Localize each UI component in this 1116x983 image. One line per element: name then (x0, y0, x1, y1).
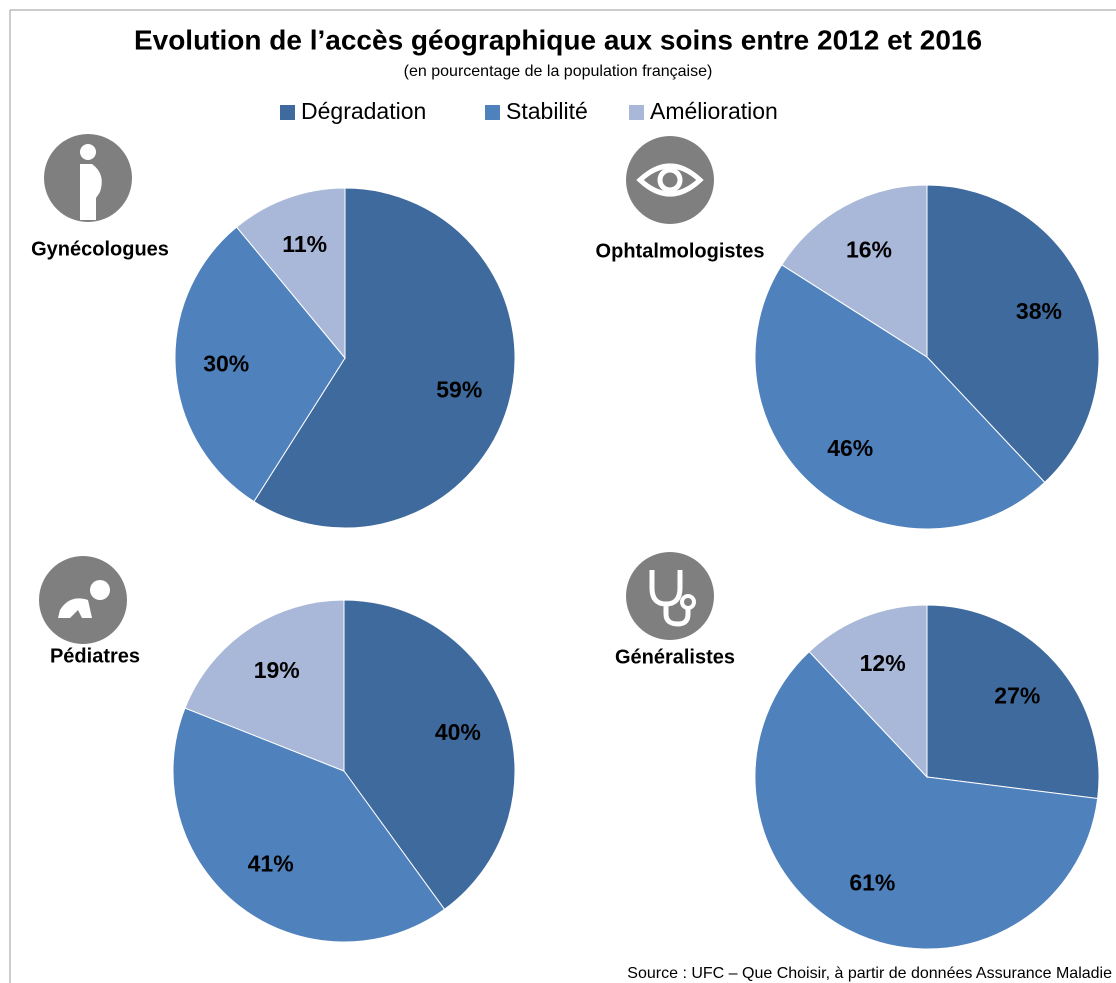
icon-baby (39, 556, 127, 644)
pie-slice (235, 187, 346, 360)
legend-label: Dégradation (301, 98, 426, 124)
data-label: 16% (846, 237, 892, 263)
pie-slice (926, 604, 1100, 800)
pie-slice (343, 599, 516, 911)
legend-label: Stabilité (506, 98, 588, 124)
pie-slice (926, 184, 1100, 484)
data-label: 12% (860, 650, 906, 676)
data-label: 38% (1016, 298, 1062, 324)
pie-title: Ophtalmologistes (596, 240, 765, 262)
data-label: 30% (203, 351, 249, 377)
icon-stethoscope (626, 552, 714, 640)
legend-swatch (485, 105, 500, 120)
source: Source : UFC – Que Choisir, à partir de … (627, 965, 1112, 982)
chart-subtitle: (en pourcentage de la population françai… (404, 63, 713, 80)
data-label: 19% (254, 657, 300, 683)
chart-title: Evolution de l’accès géographique aux so… (134, 24, 982, 55)
data-label: 40% (435, 719, 481, 745)
data-label: 27% (994, 682, 1040, 708)
pie-slice (174, 226, 346, 503)
pie-slice (184, 599, 345, 772)
data-label: 61% (849, 869, 895, 895)
pie-slice (754, 650, 1099, 950)
pie-title: Pédiatres (50, 645, 140, 667)
pie-slice (754, 264, 1046, 530)
icon-eye (626, 136, 714, 224)
pie-title: Gynécologues (31, 238, 169, 260)
legend-label: Amélioration (650, 98, 778, 124)
data-label: 11% (282, 231, 327, 257)
pie-slice (172, 707, 446, 943)
pie-slice (808, 604, 928, 779)
pie-title: Généralistes (615, 646, 735, 668)
legend-swatch (629, 105, 644, 120)
data-label: 59% (436, 376, 482, 402)
legend-swatch (280, 105, 295, 120)
data-label: 41% (248, 851, 294, 877)
data-label: 46% (827, 435, 873, 461)
pie-slice (253, 187, 516, 529)
pie-slice (781, 184, 928, 358)
icon-pregnant (44, 134, 132, 222)
